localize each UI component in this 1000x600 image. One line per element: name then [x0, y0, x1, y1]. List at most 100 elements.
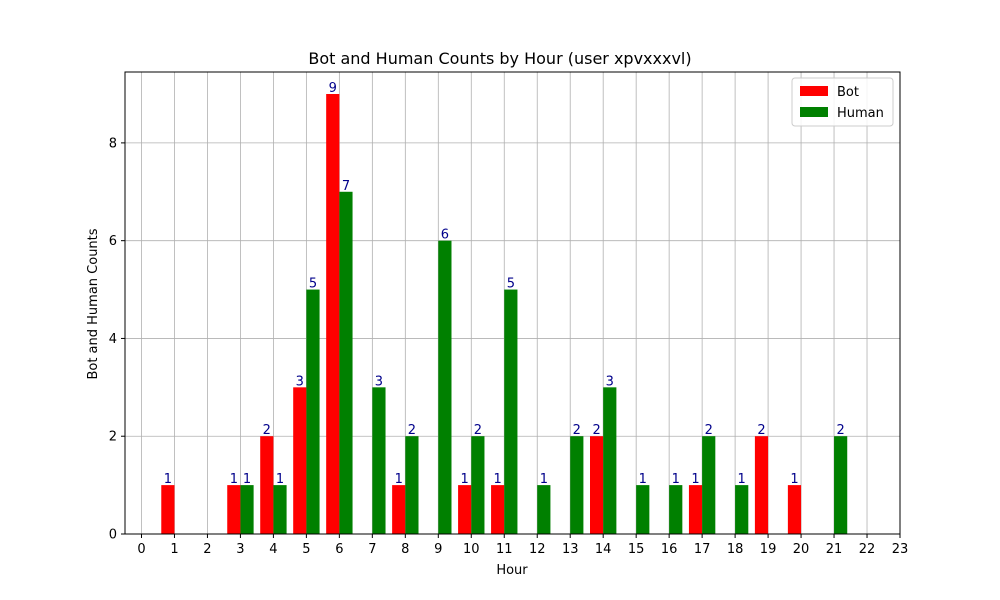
x-tick-label: 17	[694, 542, 711, 557]
legend: Bot Human	[791, 77, 894, 127]
x-tick-label: 5	[302, 542, 310, 557]
bar-value-label: 1	[672, 472, 680, 487]
x-tick-label: 1	[170, 542, 178, 557]
bar-value-label: 3	[296, 374, 304, 389]
x-tick-label: 7	[368, 542, 376, 557]
x-tick-label: 23	[892, 542, 909, 557]
bar-value-label: 9	[329, 81, 337, 96]
bar-human	[834, 436, 848, 534]
bar-value-label: 1	[395, 472, 403, 487]
bar-bot	[161, 485, 175, 534]
bar-human	[603, 387, 617, 534]
bar-bot	[293, 387, 307, 534]
x-tick-label: 14	[595, 542, 612, 557]
bar-value-label: 2	[408, 423, 416, 438]
x-tick-label: 16	[661, 542, 678, 557]
x-tick-label: 6	[335, 542, 343, 557]
x-tick-label: 3	[236, 542, 244, 557]
bar-value-label: 2	[263, 423, 271, 438]
bar-human	[240, 485, 254, 534]
x-tick-label: 18	[727, 542, 744, 557]
bar-value-label: 1	[230, 472, 238, 487]
legend-swatch-bot	[800, 86, 828, 96]
bar-human	[537, 485, 551, 534]
y-tick-label: 0	[109, 528, 117, 543]
x-tick-label: 15	[628, 542, 645, 557]
x-axis-label: Hour	[496, 563, 528, 578]
bar-value-label: 2	[573, 423, 581, 438]
x-tick-label: 0	[137, 542, 145, 557]
bar-value-label: 2	[705, 423, 713, 438]
bar-human	[636, 485, 650, 534]
bars	[161, 94, 848, 534]
y-axis-label: Bot and Human Counts	[86, 228, 101, 379]
bar-human	[372, 387, 386, 534]
legend-swatch-human	[800, 107, 828, 117]
bar-human	[735, 485, 749, 534]
bar-bot	[227, 485, 241, 534]
bar-value-label: 6	[441, 228, 449, 243]
bar-bot	[260, 436, 274, 534]
bar-human	[339, 191, 353, 534]
x-tick-label: 11	[496, 542, 513, 557]
x-tick-label: 2	[203, 542, 211, 557]
bar-value-label: 1	[243, 472, 251, 487]
legend-label-human: Human	[837, 106, 884, 121]
plot-frame	[124, 71, 901, 535]
bar-value-label: 5	[507, 277, 515, 292]
bar-value-label: 5	[309, 277, 317, 292]
bar-bot	[392, 485, 406, 534]
bar-value-label: 1	[790, 472, 798, 487]
x-tick-label: 12	[529, 542, 546, 557]
axis-ticks: 0 1 2 3 4 5 6 7 8 9 10 11 12 13 14 15 16 17 18 19 20 21 22 2302…	[109, 136, 909, 557]
bar-value-label: 1	[691, 472, 699, 487]
y-tick-label: 6	[109, 234, 117, 249]
bar-value-label: 1	[540, 472, 548, 487]
bar-human	[669, 485, 683, 534]
bar-value-label: 1	[276, 472, 284, 487]
bar-human	[702, 436, 716, 534]
bar-bot	[326, 94, 340, 534]
y-tick-label: 2	[109, 430, 117, 445]
x-tick-label: 4	[269, 542, 277, 557]
x-tick-label: 21	[826, 542, 843, 557]
bar-value-label: 2	[757, 423, 765, 438]
y-tick-label: 8	[109, 136, 117, 151]
x-tick-label: 9	[434, 542, 442, 557]
chart-title: Bot and Human Counts by Hour (user xpvxx…	[308, 49, 691, 68]
legend-label-bot: Bot	[837, 85, 859, 100]
x-tick-label: 19	[760, 542, 777, 557]
bar-human	[438, 240, 452, 534]
bar-value-label: 1	[639, 472, 647, 487]
bar-value-label: 3	[375, 374, 383, 389]
x-tick-label: 13	[562, 542, 579, 557]
bar-bot	[491, 485, 505, 534]
bar-value-label: 1	[738, 472, 746, 487]
bar-bot	[458, 485, 472, 534]
bar-value-label: 2	[836, 423, 844, 438]
bar-value-label: 1	[164, 472, 172, 487]
bar-bot	[688, 485, 703, 534]
bar-value-label: 1	[461, 472, 469, 487]
x-tick-label: 10	[463, 542, 480, 557]
bar-human	[405, 436, 419, 534]
bar-human	[570, 436, 584, 534]
bar-value-label: 1	[494, 472, 502, 487]
bar-value-label: 2	[592, 423, 600, 438]
bar-value-label: 7	[342, 179, 350, 194]
bar-human	[471, 436, 485, 534]
bar-bot	[754, 436, 769, 534]
bar-bot	[590, 436, 604, 534]
bar-bot	[787, 485, 802, 534]
bar-human	[273, 485, 287, 534]
x-tick-label: 20	[793, 542, 810, 557]
bar-value-label: 3	[606, 374, 614, 389]
bar-human	[504, 289, 518, 534]
bar-value-label: 2	[474, 423, 482, 438]
x-tick-label: 8	[401, 542, 409, 557]
bar-human	[306, 289, 320, 534]
y-tick-label: 4	[109, 332, 117, 347]
x-tick-label: 22	[859, 542, 876, 557]
